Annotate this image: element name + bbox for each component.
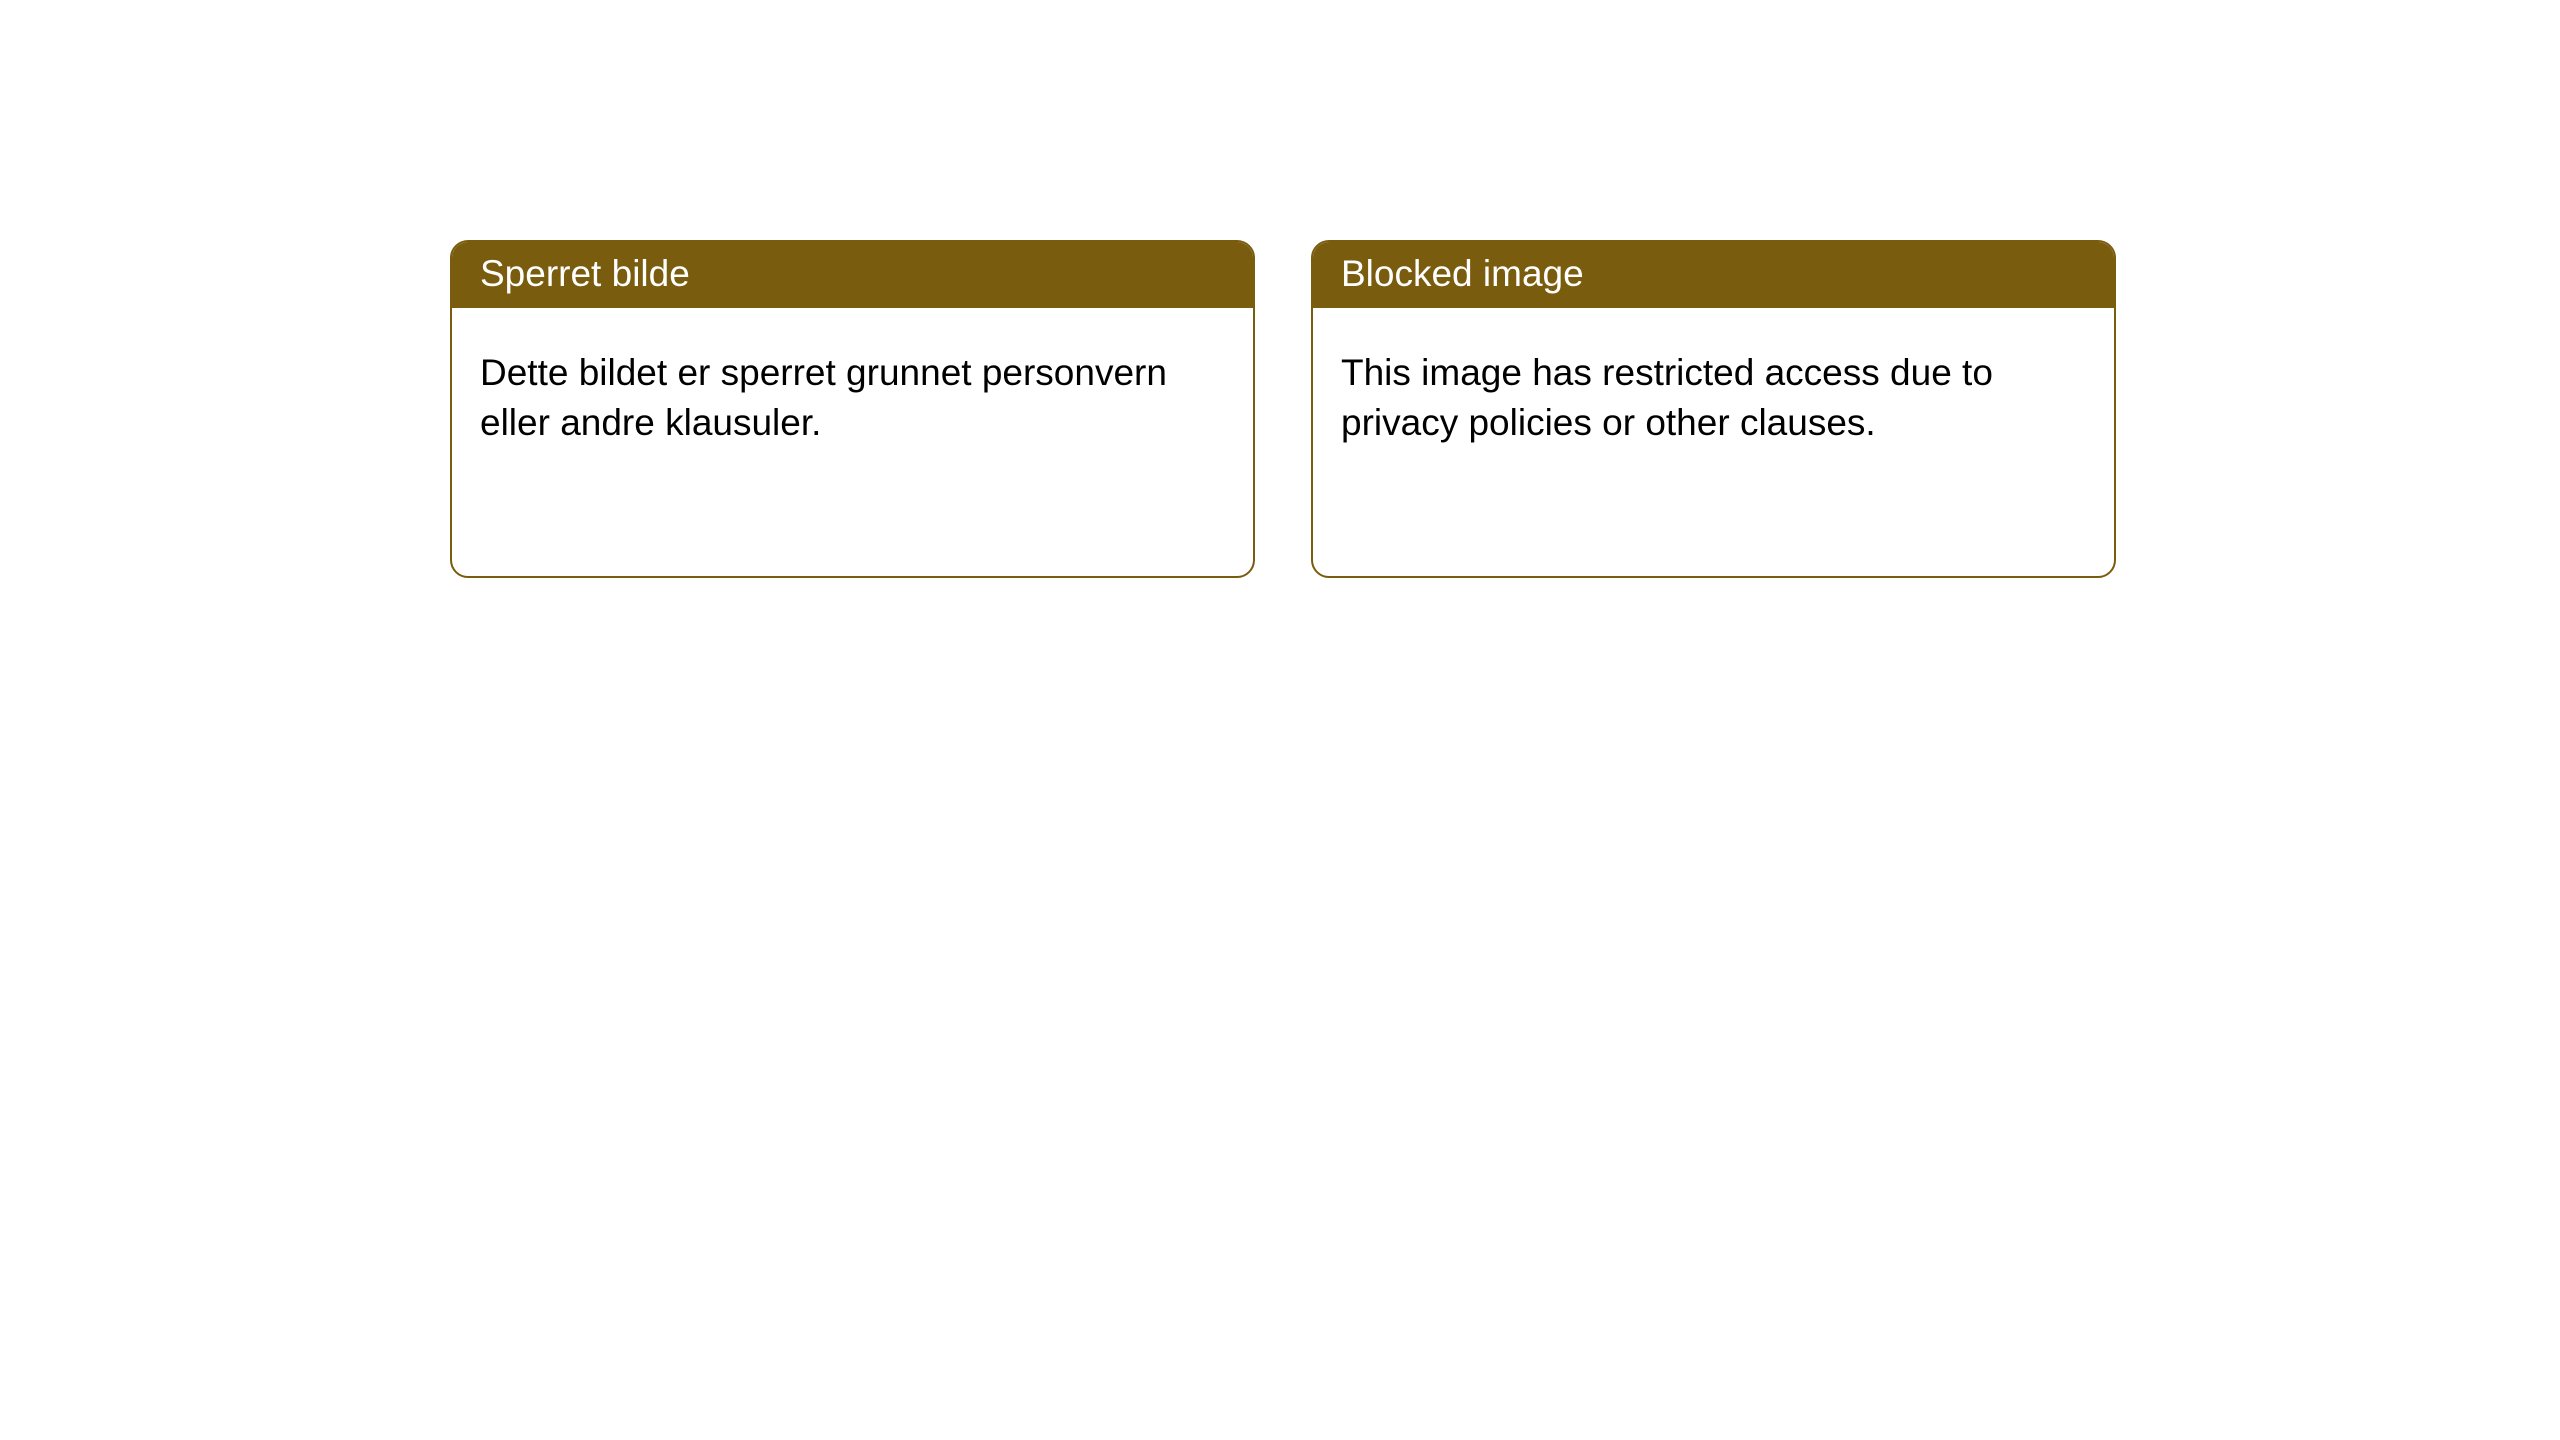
notice-body: This image has restricted access due to …: [1313, 308, 2114, 488]
notice-container: Sperret bilde Dette bildet er sperret gr…: [0, 0, 2560, 578]
notice-box-english: Blocked image This image has restricted …: [1311, 240, 2116, 578]
notice-title: Blocked image: [1313, 242, 2114, 308]
notice-title: Sperret bilde: [452, 242, 1253, 308]
notice-box-norwegian: Sperret bilde Dette bildet er sperret gr…: [450, 240, 1255, 578]
notice-body: Dette bildet er sperret grunnet personve…: [452, 308, 1253, 488]
